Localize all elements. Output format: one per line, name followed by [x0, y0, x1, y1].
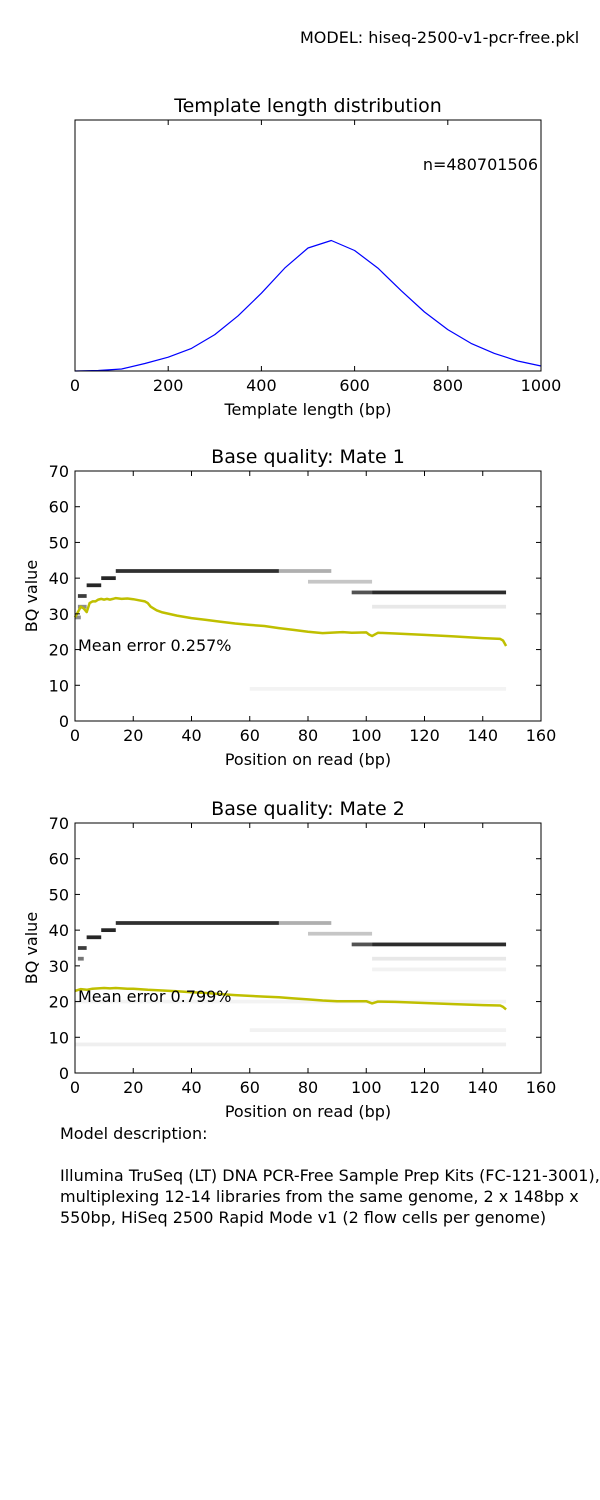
chart-1-title: Template length distribution: [173, 95, 442, 117]
chart-3-x-axis-label: Position on read (bp): [225, 1102, 391, 1121]
chart-2-heatmap-band: [308, 579, 373, 584]
chart-3-x-tick-label: 80: [298, 1078, 318, 1097]
chart-2-x-tick-label: 80: [298, 726, 318, 745]
chart-2-x-tick-label: 0: [70, 726, 80, 745]
chart-1-x-tick-label: 200: [153, 376, 184, 395]
chart-2-x-tick-label: 120: [409, 726, 440, 745]
model-description: Model description: Illumina TruSeq (LT) …: [60, 1123, 600, 1228]
chart-2-heatmap-band: [115, 569, 279, 573]
chart-3-heatmap-band: [308, 931, 373, 936]
chart-2-heatmap-band: [372, 604, 507, 609]
chart-2-x-tick-label: 160: [526, 726, 557, 745]
chart-1-plot-frame: [74, 119, 542, 372]
chart-3-y-tick-label: 50: [49, 885, 69, 904]
model-label: MODEL: hiseq-2500-v1-pcr-free.pkl: [300, 28, 580, 47]
chart-2-heatmap-band: [75, 615, 81, 620]
chart-2-x-tick-label: 140: [467, 726, 498, 745]
description-body: Illumina TruSeq (LT) DNA PCR-Free Sample…: [60, 1166, 600, 1227]
chart-1-annotation: n=480701506: [423, 155, 538, 174]
chart-1-template-length-line: [74, 239, 542, 372]
chart-2-heatmap-band: [372, 590, 507, 595]
chart-3-y-tick-label: 60: [49, 850, 69, 869]
chart-2-heatmap-band: [278, 569, 332, 573]
chart-2-y-axis-label: BQ value: [22, 560, 41, 632]
chart-3-heatmap-band: [77, 946, 87, 950]
chart-3-heatmap-band: [278, 921, 332, 925]
chart-3-x-tick-label: 20: [123, 1078, 143, 1097]
chart-2-x-tick-label: 60: [240, 726, 260, 745]
chart-3-heatmap-band: [372, 967, 507, 972]
chart-3-y-tick-label: 40: [49, 921, 69, 940]
chart-2-heatmap-band: [249, 686, 507, 691]
chart-2-heatmap-band: [77, 594, 87, 598]
chart-3-heatmap-band: [249, 1028, 507, 1033]
chart-3-x-tick-label: 60: [240, 1078, 260, 1097]
chart-1-x-tick-label: 1000: [521, 376, 562, 395]
chart-3-x-tick-label: 100: [351, 1078, 382, 1097]
chart-3-mean-quality-line: [74, 986, 507, 1011]
chart-2-heatmap-band: [351, 590, 373, 595]
chart-1-x-tick-label: 800: [433, 376, 464, 395]
chart-3-heatmap-band: [372, 942, 507, 947]
chart-3-y-tick-label: 70: [49, 814, 69, 833]
chart-3-x-tick-label: 160: [526, 1078, 557, 1097]
chart-2-x-tick-label: 20: [123, 726, 143, 745]
chart-3-heatmap-band: [75, 999, 507, 1004]
chart-2-mean-quality-line: [73, 596, 508, 647]
chart-2-x-axis-label: Position on read (bp): [225, 750, 391, 769]
chart-3-heatmap-band: [77, 956, 84, 961]
chart-2-x-tick-label: 40: [181, 726, 201, 745]
chart-3-x-tick-label: 0: [70, 1078, 80, 1097]
chart-3-heatmap-band: [86, 935, 102, 940]
chart-2-y-tick-label: 20: [49, 641, 69, 660]
chart-2-y-tick-label: 70: [49, 462, 69, 481]
chart-3-y-tick-label: 20: [49, 993, 69, 1012]
chart-3-title: Base quality: Mate 2: [211, 798, 405, 820]
chart-3-heatmap-band: [75, 1042, 507, 1047]
chart-3-heatmap-band: [351, 942, 373, 947]
chart-3-y-tick-label: 10: [49, 1028, 69, 1047]
chart-2-heatmap-band: [101, 576, 116, 581]
chart-3-x-tick-label: 140: [467, 1078, 498, 1097]
chart-2-plot-frame: [74, 470, 542, 722]
chart-1-x-axis-label: Template length (bp): [224, 400, 392, 419]
chart-2-title: Base quality: Mate 1: [211, 446, 405, 468]
chart-2-y-tick-label: 0: [59, 712, 69, 731]
chart-2-annotation: Mean error 0.257%: [78, 636, 232, 655]
chart-3-x-tick-label: 40: [181, 1078, 201, 1097]
description-heading: Model description:: [60, 1124, 208, 1143]
chart-2-y-tick-label: 60: [49, 498, 69, 517]
chart-2-y-tick-label: 50: [49, 533, 69, 552]
chart-1-x-tick-label: 0: [70, 376, 80, 395]
chart-2-y-tick-label: 30: [49, 605, 69, 624]
chart-2-heatmap-band: [86, 583, 102, 588]
chart-2-x-tick-label: 100: [351, 726, 382, 745]
chart-3-plot-frame: [74, 822, 542, 1074]
chart-3-annotation: Mean error 0.799%: [78, 987, 232, 1006]
chart-3-y-tick-label: 0: [59, 1064, 69, 1083]
chart-3-y-tick-label: 30: [49, 957, 69, 976]
chart-2-y-tick-label: 40: [49, 569, 69, 588]
chart-1-x-tick-label: 600: [339, 376, 370, 395]
chart-2-y-tick-label: 10: [49, 676, 69, 695]
chart-3-heatmap-band: [101, 928, 116, 933]
chart-3-heatmap-band: [372, 956, 507, 961]
chart-1-x-tick-label: 400: [246, 376, 277, 395]
chart-3-heatmap-band: [115, 921, 279, 925]
chart-3-x-tick-label: 120: [409, 1078, 440, 1097]
chart-3-y-axis-label: BQ value: [22, 912, 41, 984]
